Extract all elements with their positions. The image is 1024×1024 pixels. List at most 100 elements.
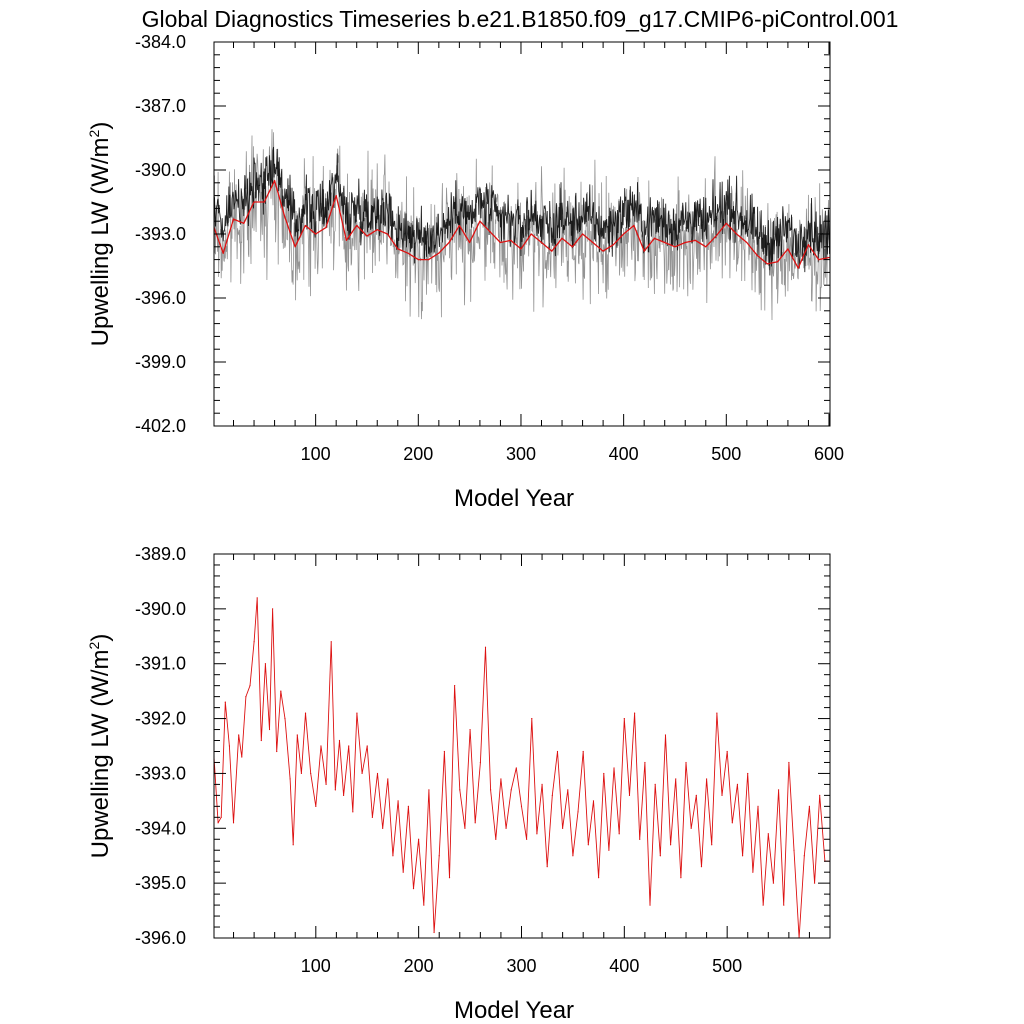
annual-mean-point bbox=[448, 877, 451, 879]
annual-mean-point bbox=[787, 248, 789, 250]
x-tick-label: 100 bbox=[301, 956, 331, 976]
annual-mean-point bbox=[371, 816, 373, 818]
annual-mean-point bbox=[695, 794, 697, 796]
annual-mean-point bbox=[536, 833, 538, 835]
annual-mean-point bbox=[654, 783, 656, 786]
annual-mean-point bbox=[623, 233, 625, 235]
x-tick-label: 200 bbox=[404, 956, 434, 976]
annual-mean-point bbox=[500, 778, 502, 780]
annual-mean-point bbox=[659, 855, 661, 857]
annual-mean-point bbox=[387, 778, 389, 780]
annual-mean-point bbox=[807, 244, 810, 246]
annual-mean-point bbox=[469, 728, 471, 731]
y-tick-label: -390.0 bbox=[135, 599, 186, 619]
annual-mean-point bbox=[639, 838, 641, 840]
annual-mean-point bbox=[272, 608, 274, 610]
annual-mean-point bbox=[224, 701, 226, 703]
annual-mean-point bbox=[772, 882, 775, 884]
annual-mean-point bbox=[608, 849, 610, 851]
annual-mean-point bbox=[531, 717, 533, 720]
annual-mean-point bbox=[417, 259, 419, 261]
x-tick-label: 600 bbox=[814, 444, 844, 464]
annual-mean-point bbox=[392, 855, 394, 857]
annual-mean-point bbox=[567, 789, 569, 791]
annual-mean-point bbox=[705, 246, 707, 248]
x-tick-label: 500 bbox=[711, 444, 741, 464]
annual-mean-point bbox=[603, 772, 605, 775]
y-tick-label: -393.0 bbox=[135, 224, 186, 244]
annual-mean-point bbox=[505, 827, 507, 829]
annual-mean-point bbox=[484, 646, 487, 648]
x-tick-label: 400 bbox=[609, 956, 639, 976]
annual-mean-point bbox=[264, 663, 267, 665]
annual-mean-point bbox=[418, 838, 420, 840]
annual-mean-point bbox=[479, 761, 481, 764]
annual-mean-point bbox=[443, 750, 445, 753]
y-tick-label: -384.0 bbox=[135, 32, 186, 52]
annual-mean-point bbox=[793, 849, 795, 851]
bottom-panel-x-axis-label: Model Year bbox=[454, 997, 574, 1024]
annual-mean-point bbox=[315, 805, 317, 807]
annual-mean-point bbox=[571, 246, 573, 248]
annual-mean-point bbox=[352, 811, 354, 813]
annual-mean-point bbox=[397, 248, 399, 250]
annual-mean-point bbox=[634, 712, 636, 714]
annual-mean-point bbox=[304, 224, 306, 227]
annual-mean-point bbox=[540, 241, 543, 244]
annual-mean-point bbox=[767, 833, 769, 835]
annual-mean-point bbox=[320, 745, 322, 747]
annual-mean-point bbox=[736, 783, 739, 786]
annual-mean-point bbox=[280, 690, 282, 692]
annual-mean-point bbox=[325, 783, 327, 786]
annual-mean-point bbox=[747, 772, 749, 775]
annual-mean-point bbox=[766, 263, 768, 265]
annual-mean-point bbox=[685, 761, 687, 764]
annual-mean-point bbox=[551, 794, 553, 796]
annual-mean-point bbox=[562, 827, 564, 829]
x-tick-label: 300 bbox=[506, 956, 536, 976]
annual-mean-point bbox=[325, 227, 327, 229]
x-tick-label: 300 bbox=[506, 444, 536, 464]
annual-mean-point bbox=[273, 180, 276, 182]
y-tick-label: -387.0 bbox=[135, 96, 186, 116]
annual-mean-point bbox=[592, 800, 595, 802]
annual-mean-point bbox=[276, 750, 278, 753]
x-tick-label: 500 bbox=[712, 956, 742, 976]
annual-mean-point bbox=[253, 201, 255, 203]
annual-mean-point bbox=[376, 772, 379, 775]
annual-mean-point bbox=[664, 241, 666, 244]
annual-mean-point bbox=[726, 750, 728, 753]
top-panel-y-axis-label: Upwelling LW (W/m2) bbox=[86, 122, 114, 347]
annual-mean-point bbox=[249, 685, 251, 687]
annual-mean-point bbox=[241, 756, 243, 758]
annual-mean-point bbox=[716, 712, 718, 714]
annual-mean-point bbox=[670, 844, 672, 846]
annual-mean-point bbox=[407, 252, 409, 254]
annual-mean-point bbox=[526, 838, 528, 840]
y-tick-label: -394.0 bbox=[135, 818, 186, 838]
annual-mean-point bbox=[284, 717, 286, 720]
y-tick-label: -396.0 bbox=[135, 928, 186, 948]
annual-mean-line bbox=[214, 597, 830, 938]
annual-mean-point bbox=[694, 239, 697, 241]
annual-mean-point bbox=[598, 877, 600, 879]
annual-mean-point bbox=[402, 871, 404, 873]
annual-mean-point bbox=[366, 235, 368, 237]
annual-mean-point bbox=[592, 241, 594, 244]
annual-mean-point bbox=[602, 250, 604, 252]
annual-mean-point bbox=[561, 237, 563, 239]
annual-mean-point bbox=[700, 866, 703, 868]
annual-mean-point bbox=[551, 250, 553, 252]
annual-mean-point bbox=[338, 739, 341, 742]
bottom-panel-plot-area bbox=[214, 597, 830, 938]
annual-mean-point bbox=[427, 259, 430, 261]
annual-mean-point bbox=[330, 641, 332, 643]
annual-mean-point bbox=[628, 794, 631, 796]
annual-mean-point bbox=[675, 778, 677, 780]
annual-mean-point bbox=[735, 233, 738, 235]
annual-mean-point bbox=[741, 855, 744, 857]
bottom-panel: -396.0 -395.0 -394.0 -393.0 -392.0 -391.0 -390… bbox=[86, 544, 831, 1024]
top-panel: -402.0 -399.0 -396.0 -393.0 -390.0 -387.0 -384… bbox=[86, 32, 844, 512]
annual-mean-point bbox=[469, 241, 471, 244]
annual-mean-point bbox=[613, 767, 615, 769]
